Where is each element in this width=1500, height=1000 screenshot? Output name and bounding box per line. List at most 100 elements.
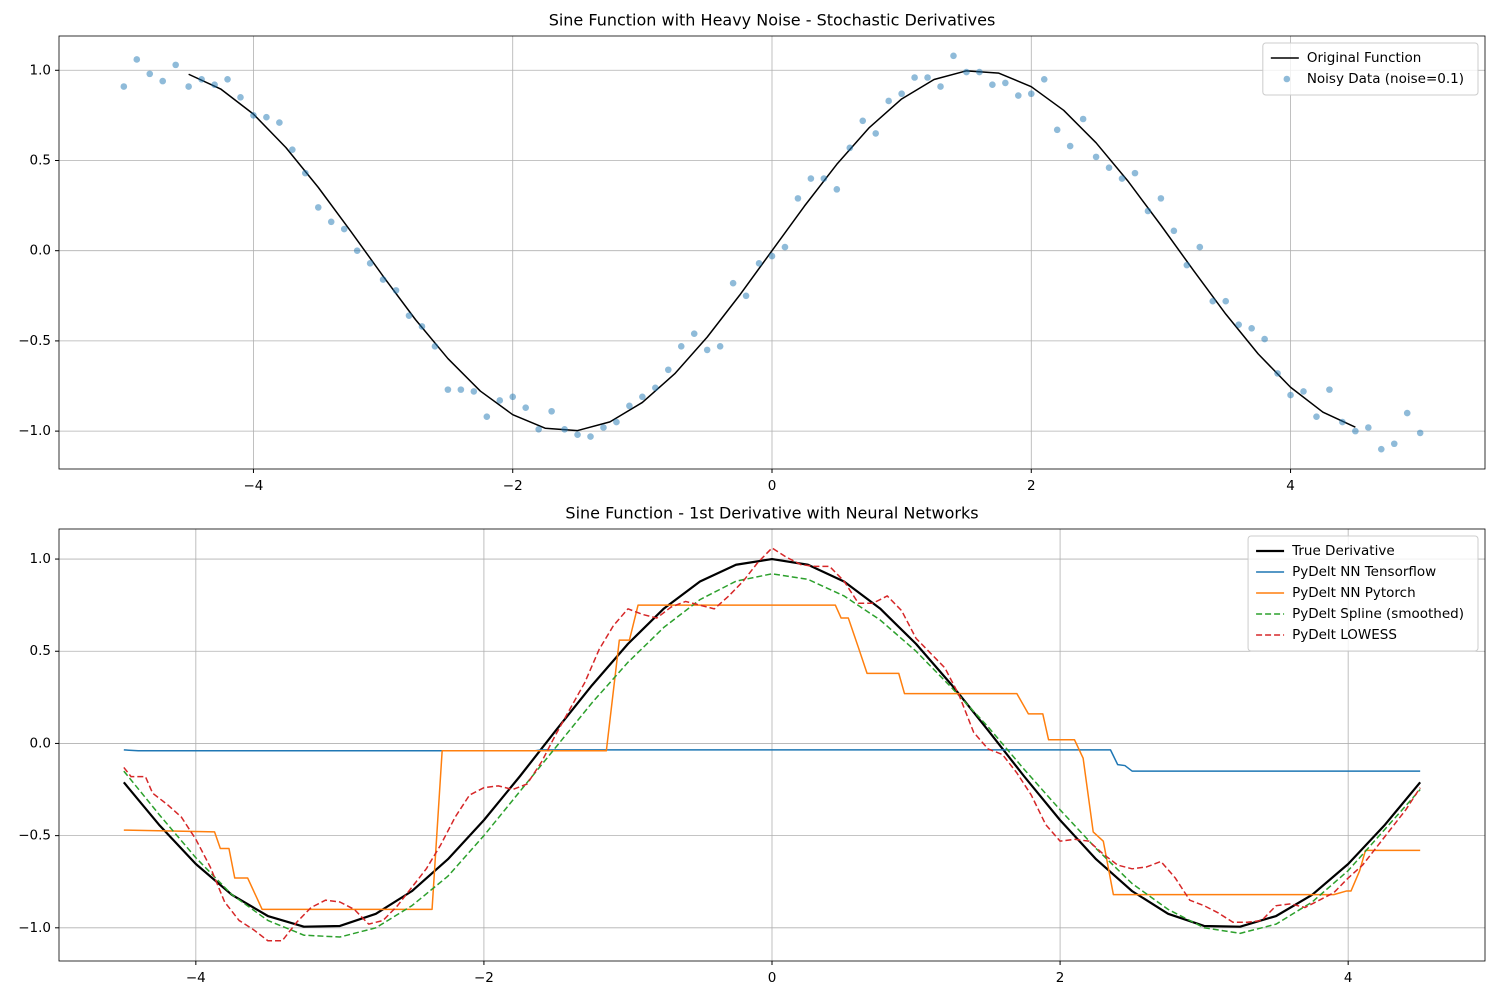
scatter-point bbox=[211, 81, 218, 89]
scatter-point bbox=[444, 386, 452, 393]
scatter-point bbox=[820, 175, 828, 182]
scatter-point bbox=[172, 61, 179, 69]
scatter-point bbox=[690, 330, 698, 337]
scatter-point bbox=[872, 130, 880, 137]
scatter-point bbox=[379, 276, 387, 283]
scatter-point bbox=[302, 169, 309, 177]
x-tick-label: 0 bbox=[768, 478, 777, 494]
scatter-point bbox=[1066, 142, 1074, 150]
line-series bbox=[123, 749, 1421, 772]
scatter-point bbox=[1053, 126, 1061, 134]
scatter-point bbox=[276, 119, 283, 126]
scatter-point bbox=[535, 426, 542, 433]
scatter-point bbox=[652, 384, 659, 392]
plot-area bbox=[120, 52, 1424, 453]
scatter-point bbox=[561, 426, 568, 433]
x-tick-label: 2 bbox=[1027, 478, 1036, 494]
legend-box bbox=[1247, 535, 1479, 652]
scatter-point bbox=[1183, 261, 1191, 269]
scatter-point bbox=[457, 386, 465, 393]
x-tick-label: 2 bbox=[1056, 970, 1065, 986]
scatter-point bbox=[1365, 424, 1372, 431]
scatter-point bbox=[120, 83, 128, 90]
scatter-point bbox=[1196, 243, 1204, 251]
y-tick-label: 1.0 bbox=[30, 62, 51, 78]
y-tick-label: −0.5 bbox=[18, 828, 51, 844]
x-tick-label: −2 bbox=[474, 970, 494, 986]
scatter-point bbox=[1377, 445, 1385, 453]
legend-label: True Derivative bbox=[1291, 543, 1395, 559]
legend-label: Original Function bbox=[1307, 50, 1422, 66]
scatter-point bbox=[522, 404, 529, 411]
x-tick-label: −4 bbox=[244, 478, 264, 494]
line-series bbox=[123, 573, 1421, 938]
scatter-point bbox=[198, 76, 205, 83]
scatter-point bbox=[366, 260, 374, 267]
scatter-point bbox=[185, 83, 192, 90]
scatter-point bbox=[1157, 195, 1165, 202]
scatter-point bbox=[833, 186, 841, 193]
scatter-point bbox=[1403, 409, 1411, 417]
scatter-point bbox=[859, 117, 867, 125]
y-tick-label: −1.0 bbox=[18, 920, 51, 936]
scatter-point bbox=[963, 68, 970, 76]
scatter-point bbox=[263, 113, 270, 121]
chart-title: Sine Function with Heavy Noise - Stochas… bbox=[549, 11, 996, 30]
x-tick-label: 0 bbox=[768, 970, 777, 986]
plot-area bbox=[122, 547, 1422, 942]
scatter-point bbox=[716, 343, 724, 350]
x-tick-label: 4 bbox=[1344, 970, 1353, 986]
y-tick-label: −1.0 bbox=[18, 423, 51, 439]
scatter-point bbox=[224, 76, 231, 83]
subplot: Sine Function with Heavy Noise - Stochas… bbox=[18, 11, 1486, 494]
scatter-point bbox=[1300, 388, 1307, 395]
legend-box bbox=[1262, 42, 1479, 96]
legend: Original Function Noisy Data (noise=0.1) bbox=[1262, 42, 1479, 96]
scatter-point bbox=[729, 279, 737, 287]
scatter-point bbox=[1105, 164, 1113, 172]
legend-label: PyDelt NN Pytorch bbox=[1292, 585, 1416, 601]
scatter-point bbox=[1313, 413, 1320, 420]
scatter-point bbox=[431, 343, 439, 350]
scatter-point bbox=[289, 146, 296, 153]
scatter-point bbox=[1092, 153, 1100, 161]
y-tick-label: −0.5 bbox=[18, 333, 51, 349]
scatter-point bbox=[1261, 335, 1268, 343]
scatter-point bbox=[237, 94, 244, 101]
scatter-point bbox=[483, 413, 491, 420]
scatter-point bbox=[1248, 324, 1255, 332]
line-series bbox=[122, 557, 1422, 928]
line-series bbox=[123, 547, 1421, 942]
scatter-point bbox=[1390, 440, 1398, 448]
legend-label: Noisy Data (noise=0.1) bbox=[1307, 71, 1464, 87]
scatter-point bbox=[794, 195, 802, 202]
x-tick-label: −4 bbox=[186, 970, 206, 986]
scatter-point bbox=[548, 407, 555, 415]
x-tick-label: −2 bbox=[503, 478, 523, 494]
scatter-point bbox=[1352, 427, 1359, 435]
scatter-point bbox=[742, 292, 750, 300]
scatter-point bbox=[405, 312, 413, 319]
axes-frame bbox=[58, 35, 1486, 470]
scatter-point bbox=[587, 433, 594, 440]
y-tick-label: 0.5 bbox=[30, 152, 51, 168]
scatter-point bbox=[1027, 90, 1035, 98]
scatter-point bbox=[327, 218, 335, 226]
scatter-point bbox=[639, 393, 646, 401]
scatter-point bbox=[470, 388, 478, 395]
scatter-point bbox=[950, 52, 957, 60]
scatter-point bbox=[1222, 297, 1230, 305]
scatter-point bbox=[1339, 418, 1346, 426]
scatter-point bbox=[781, 243, 789, 251]
y-tick-label: 0.0 bbox=[30, 735, 51, 751]
legend-label: PyDelt LOWESS bbox=[1292, 627, 1397, 643]
line-series bbox=[123, 604, 1421, 911]
scatter-point bbox=[1287, 391, 1294, 399]
line-series bbox=[188, 70, 1356, 432]
y-tick-label: 0.0 bbox=[30, 243, 51, 259]
scatter-point bbox=[989, 81, 996, 89]
scatter-point bbox=[885, 97, 892, 105]
scatter-point bbox=[314, 204, 322, 211]
scatter-point bbox=[768, 252, 776, 260]
